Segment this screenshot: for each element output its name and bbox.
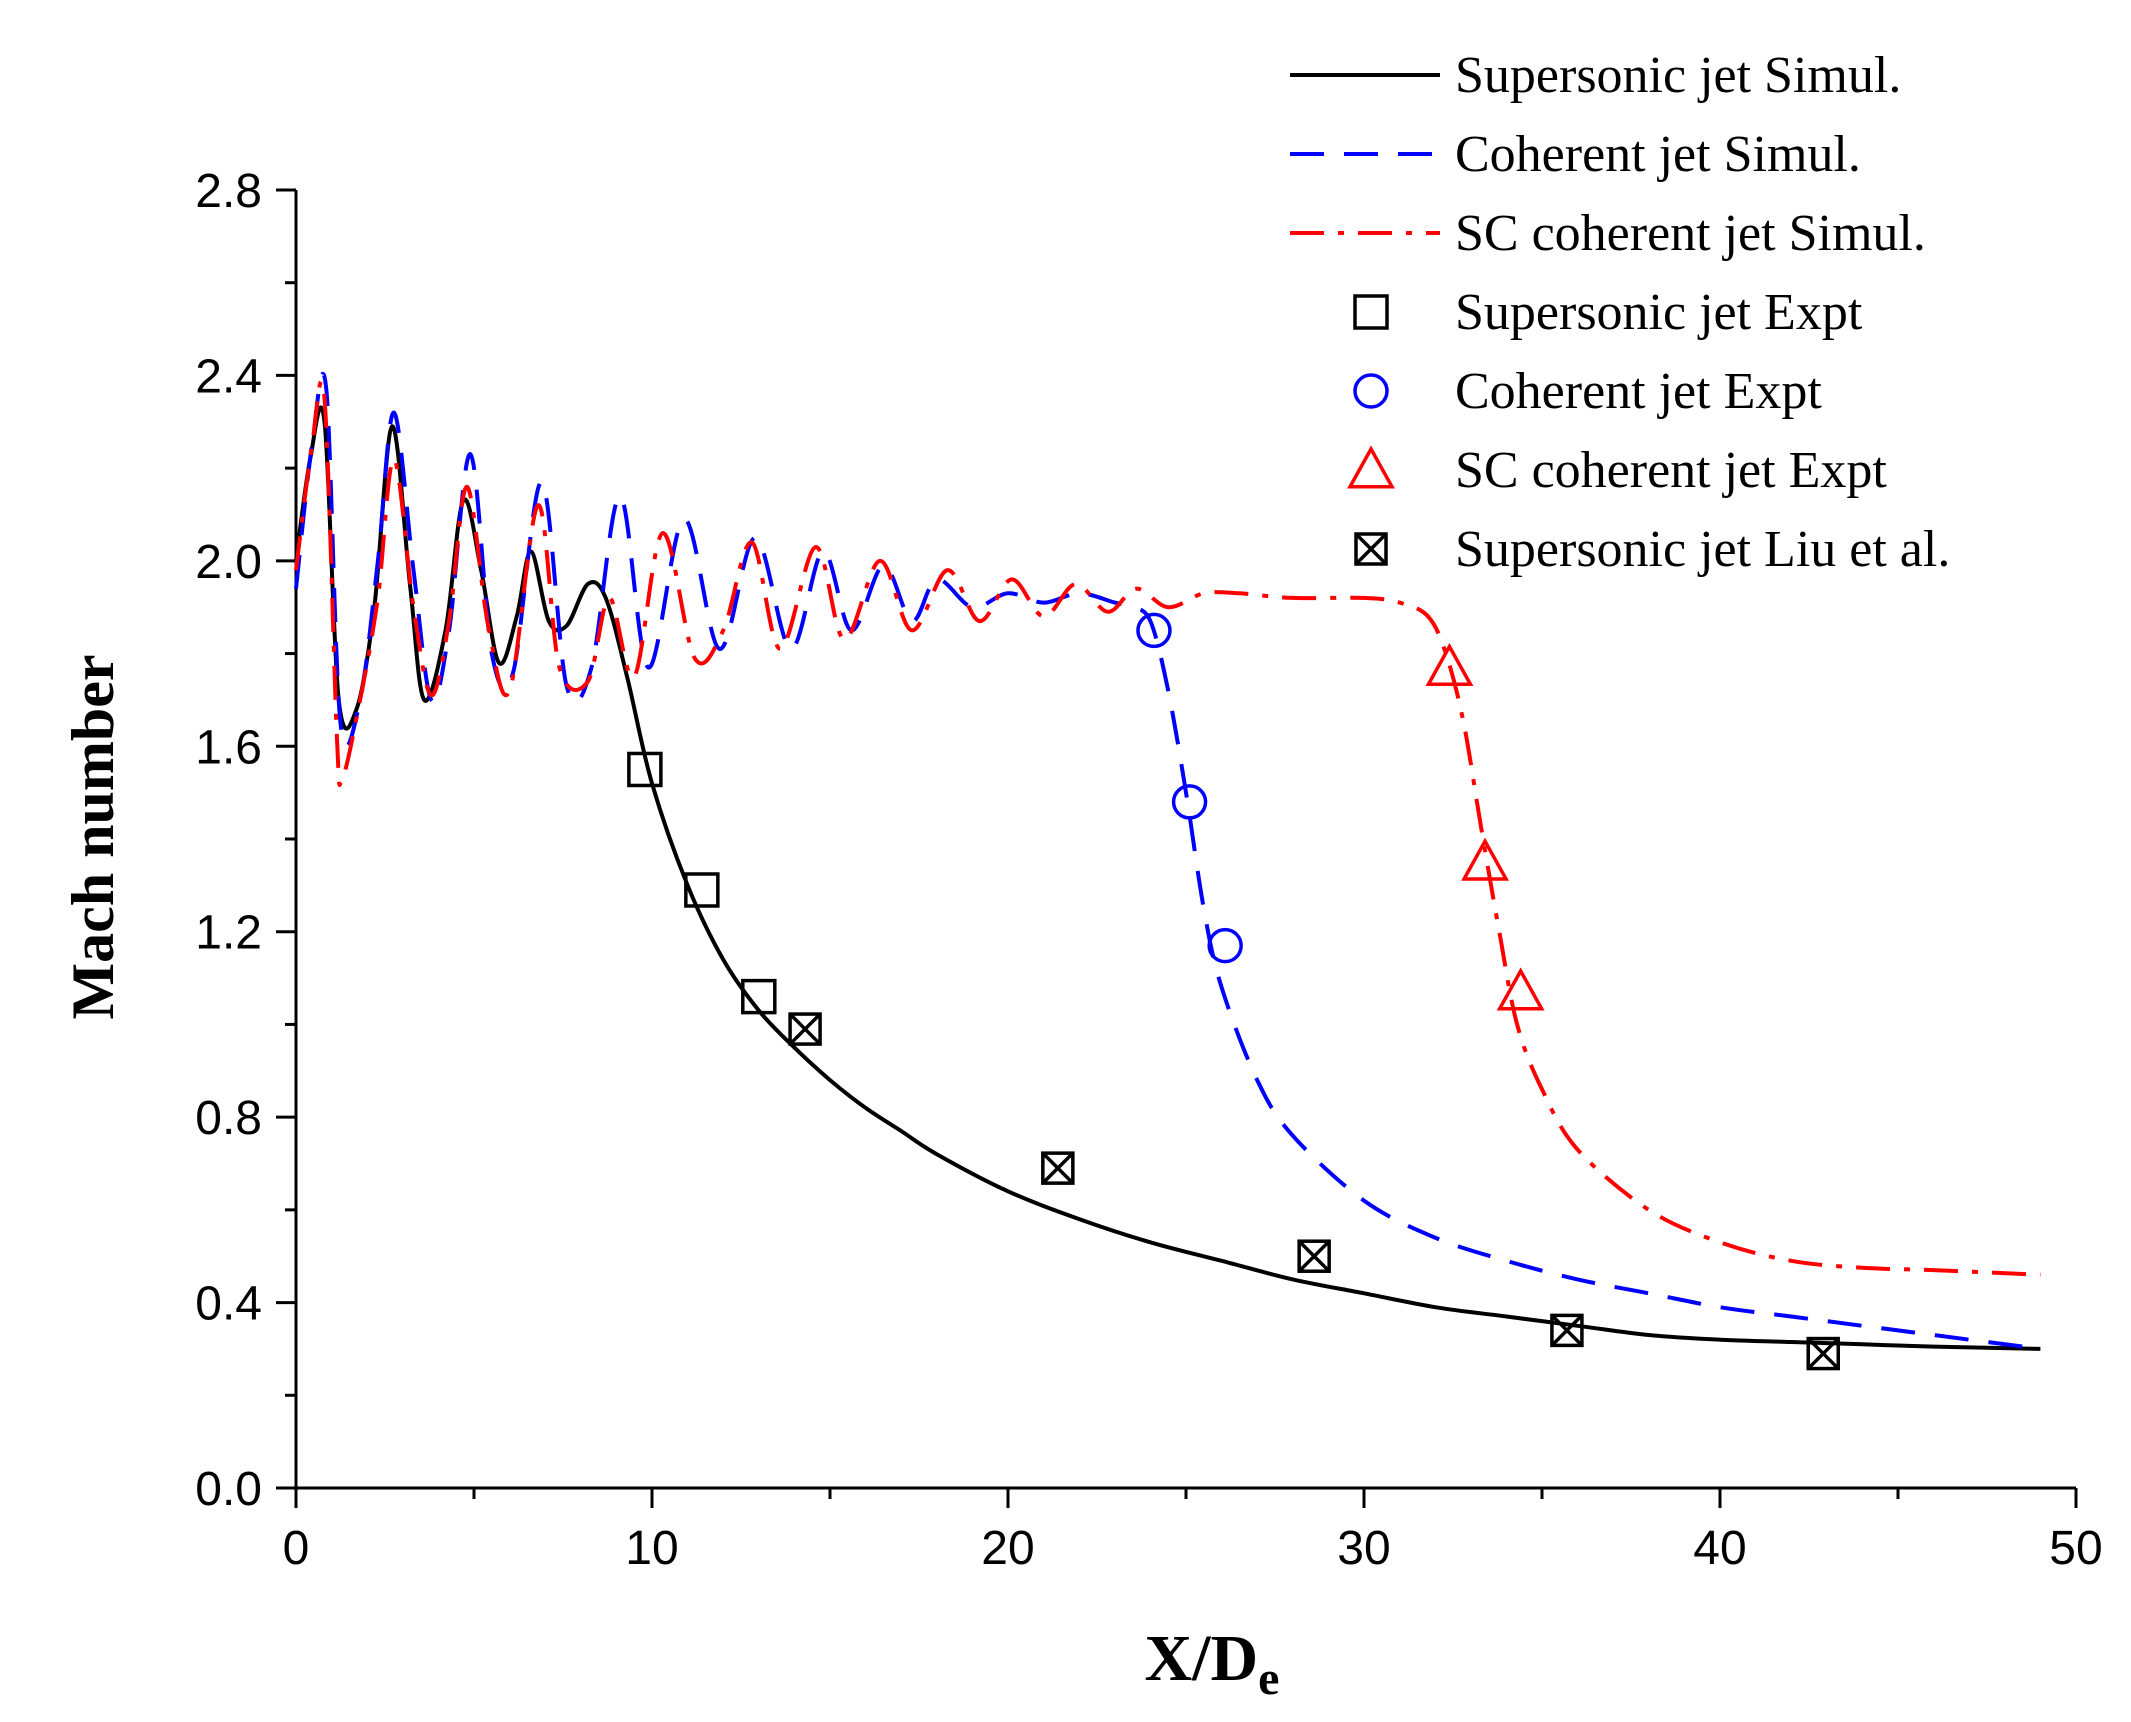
legend-label-0: Supersonic jet Simul. xyxy=(1455,47,1901,104)
marker-3-point-2 xyxy=(1297,1239,1331,1273)
x-tick-label: 0 xyxy=(283,1522,310,1575)
marker-3-point-0-shape xyxy=(788,1012,822,1046)
y-axis-title: Mach number xyxy=(60,655,126,1020)
marker-3-point-0-cross-b xyxy=(788,1012,822,1046)
marker-0-point-0-shape xyxy=(627,751,663,788)
legend-marker-1-shape xyxy=(1353,373,1389,409)
legend: Supersonic jet Simul. Coherent jet Simul.… xyxy=(1290,47,1950,578)
marker-3-point-4-shape xyxy=(1806,1336,1840,1371)
legend-label-2: SC coherent jet Simul. xyxy=(1455,205,1926,262)
marker-3-point-0 xyxy=(788,1012,822,1046)
series-line-1 xyxy=(294,371,2041,1351)
y-tick-label: 2.4 xyxy=(195,350,262,403)
y-tick-label: 0.0 xyxy=(195,1463,262,1516)
marker-3-point-2-shape xyxy=(1297,1239,1331,1273)
marker-3-point-3-shape xyxy=(1550,1313,1584,1348)
legend-marker-3-shape xyxy=(1354,532,1388,566)
marker-0-point-0 xyxy=(627,751,663,788)
legend-label-4: Coherent jet Expt xyxy=(1455,363,1822,420)
marker-3-point-3-cross-b xyxy=(1550,1314,1584,1347)
legend-marker-3 xyxy=(1354,532,1388,566)
marker-3-point-2-cross-b xyxy=(1297,1239,1331,1273)
marker-1-point-2-shape xyxy=(1207,927,1243,964)
marker-1-point-2 xyxy=(1207,927,1243,964)
marker-3-point-1 xyxy=(1041,1151,1075,1185)
legend-marker-2 xyxy=(1347,445,1395,489)
marker-2-point-1 xyxy=(1461,837,1510,881)
marker-3-point-4 xyxy=(1806,1336,1840,1371)
marker-0-point-2-shape xyxy=(741,978,777,1015)
marker-2-point-0-shape xyxy=(1425,642,1474,687)
marker-3-point-1-cross-b xyxy=(1041,1151,1075,1185)
x-tick-label: 10 xyxy=(625,1522,678,1575)
x-axis-title-subscript: e xyxy=(1258,1652,1279,1705)
x-tick-label: 50 xyxy=(2049,1522,2102,1575)
marker-layer xyxy=(627,612,1840,1371)
marker-2-point-2 xyxy=(1496,967,1545,1011)
legend-marker-3-cross-b xyxy=(1354,532,1388,566)
marker-2-point-0 xyxy=(1425,642,1474,687)
marker-3-point-4-cross-b xyxy=(1807,1337,1840,1370)
series-line-0 xyxy=(294,405,2041,1351)
marker-1-point-0 xyxy=(1136,612,1172,649)
legend-label-5: SC coherent jet Expt xyxy=(1455,442,1887,499)
y-tick-label: 0.8 xyxy=(195,1092,262,1145)
legend-label-6: Supersonic jet Liu et al. xyxy=(1455,521,1950,578)
marker-1-point-1-shape xyxy=(1171,784,1208,820)
y-tick-label: 0.4 xyxy=(195,1278,262,1331)
legend-marker-0-shape xyxy=(1353,294,1389,330)
y-tick-label: 2.0 xyxy=(195,536,262,589)
legend-label-3: Supersonic jet Expt xyxy=(1455,284,1863,341)
series-line-2 xyxy=(294,379,2041,1277)
legend-marker-2-shape xyxy=(1347,445,1395,489)
x-tick-label: 20 xyxy=(981,1522,1034,1575)
marker-0-point-2 xyxy=(741,978,777,1015)
marker-0-point-1 xyxy=(684,872,720,908)
x-tick-label: 40 xyxy=(1693,1522,1746,1575)
marker-1-point-1 xyxy=(1171,784,1208,820)
axes: 0 10 20 30 40 50 0.0 0.4 0.8 1.2 1.6 2.0 2.4 2.8 xyxy=(195,165,2102,1575)
marker-2-point-1-shape xyxy=(1461,837,1510,881)
legend-marker-0 xyxy=(1353,294,1389,330)
marker-2-point-2-shape xyxy=(1496,967,1545,1011)
legend-label-1: Coherent jet Simul. xyxy=(1455,126,1861,183)
x-axis-title: X/De xyxy=(1145,1622,1280,1705)
legend-marker-1 xyxy=(1353,373,1389,409)
x-tick-label: 30 xyxy=(1337,1522,1390,1575)
x-axis-title-main: X/D xyxy=(1145,1622,1259,1695)
y-tick-label: 1.6 xyxy=(195,721,262,774)
series-layer xyxy=(294,371,2041,1351)
y-tick-label: 2.8 xyxy=(195,165,262,218)
y-tick-label: 1.2 xyxy=(195,907,262,960)
marker-0-point-1-shape xyxy=(684,872,720,908)
marker-1-point-0-shape xyxy=(1136,612,1172,649)
marker-3-point-3 xyxy=(1550,1313,1584,1348)
marker-3-point-1-shape xyxy=(1041,1151,1075,1185)
